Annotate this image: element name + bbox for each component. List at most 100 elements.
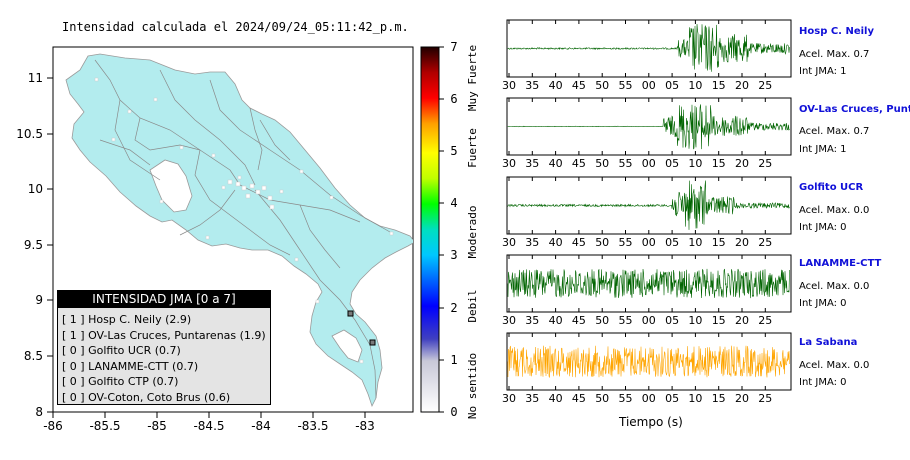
waveform-tick-label: 40 [549, 157, 563, 170]
colorbar-tick: 0 [450, 405, 457, 419]
waveform-tick-label: 55 [619, 236, 633, 249]
legend-item-level: [ 1 ] [62, 328, 85, 342]
waveform-tick-label: 00 [642, 314, 656, 327]
map-y-tick: 8 [35, 405, 43, 419]
road-network [94, 59, 391, 399]
waveform-tick-label: 25 [758, 79, 772, 92]
station-accel: Acel. Max. 0.0 [799, 281, 870, 292]
waveform-tick-label: 45 [572, 236, 586, 249]
waveform-tick-label: 15 [712, 236, 726, 249]
golfo-dulce [331, 329, 363, 363]
waveform-trace [507, 345, 790, 379]
gulf-of-nicoya [149, 159, 193, 213]
map-y-tick: 9.5 [24, 238, 43, 252]
station-jma: Int JMA: 0 [799, 222, 847, 233]
waveform-tick-label: 45 [572, 79, 586, 92]
waveform-tick-label: 00 [642, 157, 656, 170]
colorbar-tick: 1 [450, 353, 457, 367]
waveform-tick-label: 25 [758, 392, 772, 405]
waveform-tick-label: 10 [688, 236, 702, 249]
legend-item-text: Golfito UCR (0.7) [88, 344, 181, 358]
waveform-tick-label: 10 [688, 392, 702, 405]
station-name: Hosp C. Neily [799, 26, 874, 37]
waveform-panel: 30 35 40 45 50 55 00 05 10 15 20 25 [502, 332, 792, 405]
legend-item: [ 1 ] OV-Las Cruces, Puntarenas (1.9) [62, 328, 270, 344]
waveform-tick-label: 35 [525, 392, 539, 405]
colorbar-tick: 7 [450, 40, 457, 54]
waveform-tick-label: 40 [549, 79, 563, 92]
waveform-trace [507, 23, 790, 72]
station-jma: Int JMA: 0 [799, 298, 847, 309]
waveform-panel: 30 35 40 45 50 55 00 05 10 15 20 25 [502, 176, 792, 249]
legend-item-level: [ 1 ] [62, 313, 85, 326]
waveform-tick-label: 50 [595, 236, 609, 249]
map-x-tick: -86 [43, 419, 63, 433]
waveform-tick-label: 05 [665, 314, 679, 327]
waveform-tick-label: 55 [619, 392, 633, 405]
waveform-tick-label: 25 [758, 314, 772, 327]
map-x-tick: -84 [251, 419, 271, 433]
legend-item-text: LANAMME-CTT (0.7) [88, 359, 199, 373]
waveform-tick-label: 20 [735, 314, 749, 327]
waveform-tick-label: 45 [572, 157, 586, 170]
colorbar-label-moderado: Moderado [466, 206, 479, 259]
waveform-tick-label: 55 [619, 157, 633, 170]
station-marker-coto-brus [347, 310, 354, 317]
legend-list: [ 1 ] Hosp C. Neily (2.9) [ 1 ] OV-Las C… [58, 308, 270, 406]
time-axis-label: Tiempo (s) [619, 415, 683, 429]
station-accel: Acel. Max. 0.7 [799, 49, 870, 60]
map-x-tick: -83 [355, 419, 375, 433]
waveform-tick-label: 00 [642, 392, 656, 405]
waveform-tick-label: 50 [595, 157, 609, 170]
waveform-tick-label: 40 [549, 314, 563, 327]
map-y-tick: 8.5 [24, 349, 43, 363]
waveform-tick-label: 00 [642, 236, 656, 249]
waveform-tick-label: 35 [525, 79, 539, 92]
waveform-tick-label: 25 [758, 157, 772, 170]
colorbar-label-no-sentido: No sentido [466, 353, 479, 419]
waveform-tick-label: 10 [688, 314, 702, 327]
map-x-tick: -84.5 [193, 419, 224, 433]
legend-item-level: [ 0 ] [62, 375, 85, 389]
colorbar-tick: 6 [450, 92, 457, 106]
waveform-tick-label: 15 [712, 392, 726, 405]
legend-item-level: [ 0 ] [62, 390, 85, 404]
waveform-tick-label: 10 [688, 79, 702, 92]
waveform-tick-label: 30 [502, 157, 516, 170]
waveform-tick-label: 35 [525, 157, 539, 170]
waveform-panel: 30 35 40 45 50 55 00 05 10 15 20 25 [502, 254, 792, 327]
waveform-tick-label: 15 [712, 79, 726, 92]
waveform-tick-label: 10 [688, 157, 702, 170]
waveform-tick-label: 30 [502, 236, 516, 249]
waveform-tick-label: 55 [619, 314, 633, 327]
costa-rica-landmass [65, 53, 413, 408]
colorbar-tick: 5 [450, 144, 457, 158]
waveform-tick-label: 00 [642, 79, 656, 92]
waveform-trace [507, 268, 790, 299]
map-x-tick: -85.5 [89, 419, 120, 433]
map-y-tick: 10.5 [16, 127, 43, 141]
colorbar-ticks [439, 46, 444, 413]
intensity-colorbar [420, 46, 440, 413]
map-title: Intensidad calculada el 2024/09/24_05:11… [62, 20, 409, 34]
colorbar-label-debil: Debil [466, 289, 479, 322]
colorbar-tick: 2 [450, 301, 457, 315]
intensity-legend: INTENSIDAD JMA [0 a 7] [ 1 ] Hosp C. Nei… [57, 290, 271, 405]
station-name: Golfito UCR [799, 182, 864, 193]
waveform-tick-label: 30 [502, 392, 516, 405]
waveform-tick-label: 50 [595, 392, 609, 405]
waveform-trace [507, 180, 790, 230]
waveform-tick-label: 20 [735, 236, 749, 249]
town-markers [94, 77, 394, 364]
waveform-tick-label: 05 [665, 392, 679, 405]
waveform-tick-label: 40 [549, 236, 563, 249]
waveform-tick-label: 05 [665, 79, 679, 92]
waveform-tick-label: 15 [712, 314, 726, 327]
waveform-tick-label: 20 [735, 392, 749, 405]
legend-item: [ 0 ] Golfito UCR (0.7) [62, 343, 270, 359]
legend-item-text: OV-Coton, Coto Brus (0.6) [88, 390, 231, 404]
station-jma: Int JMA: 0 [799, 377, 847, 388]
waveform-panel: 30 35 40 45 50 55 00 05 10 15 20 25 [502, 19, 792, 92]
map-x-tick: -85 [147, 419, 167, 433]
colorbar-tick: 4 [450, 196, 457, 210]
